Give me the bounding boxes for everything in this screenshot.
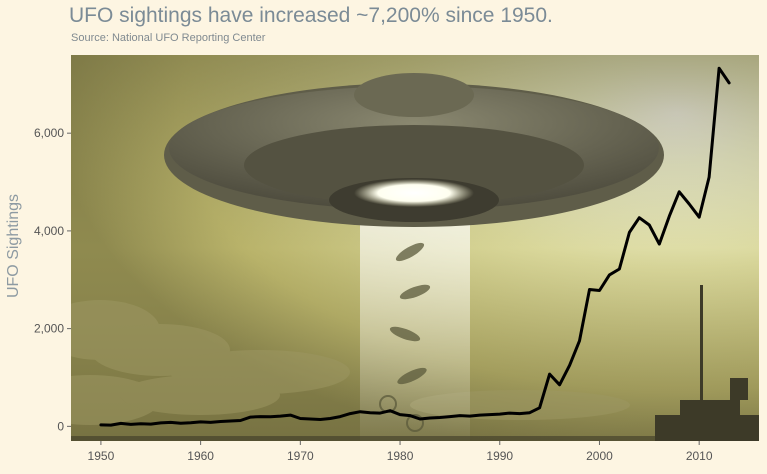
y-tick-label: 4,000	[34, 224, 64, 238]
x-axis: 1950 1960 1970 1980 1990 2000 2010	[88, 441, 713, 463]
chart-subtitle: Source: National UFO Reporting Center	[71, 32, 266, 44]
y-tick-label: 2,000	[34, 322, 64, 336]
y-axis: 0 2,000 4,000 6,000	[34, 126, 71, 433]
x-tick-label: 2000	[586, 449, 613, 463]
chart-title: UFO sightings have increased ~7,200% sin…	[69, 4, 553, 27]
tractor-beam	[360, 215, 470, 441]
series-line	[99, 66, 731, 427]
ufo-saucer-icon	[164, 73, 664, 227]
abductee-silhouettes	[379, 242, 431, 432]
x-tick-label: 2010	[686, 449, 713, 463]
x-tick-label: 1950	[88, 449, 115, 463]
y-tick-label: 6,000	[34, 126, 64, 140]
y-tick-label: 0	[57, 419, 64, 433]
x-tick-label: 1980	[387, 449, 414, 463]
background-illustration	[71, 55, 759, 441]
ship-silhouette	[71, 285, 759, 441]
x-tick-label: 1960	[187, 449, 214, 463]
x-tick-label: 1970	[287, 449, 314, 463]
x-tick-label: 1990	[486, 449, 513, 463]
